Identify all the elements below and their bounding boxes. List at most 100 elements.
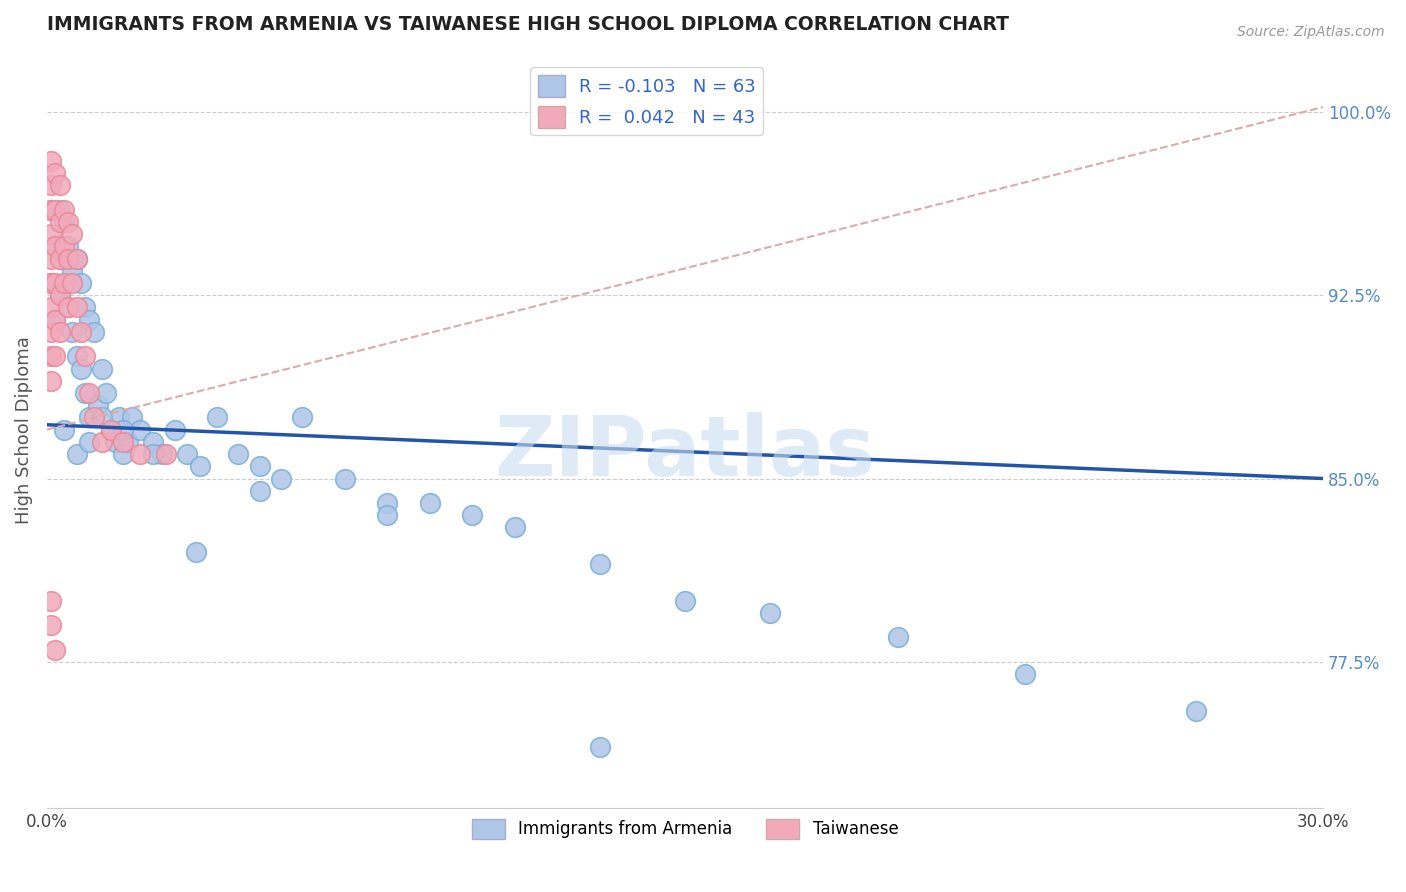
Point (79, 312, 101, 326)
Point (75, 301, 97, 315)
Point (150, 447, 173, 461)
Point (48, 252, 70, 266)
Point (48, 288, 70, 302)
Point (44, 312, 66, 326)
Point (62, 276, 84, 290)
Point (1014, 667, 1036, 681)
Point (44, 642, 66, 657)
Point (461, 508, 484, 523)
Point (104, 434, 127, 449)
Point (56, 301, 79, 315)
Point (62, 325, 84, 339)
Point (142, 447, 165, 461)
Point (87, 398, 110, 412)
Point (39, 618, 62, 632)
Point (52, 423, 75, 437)
Point (39, 202, 62, 217)
Point (44, 166, 66, 180)
Point (39, 301, 62, 315)
Point (117, 434, 139, 449)
Point (52, 202, 75, 217)
Point (589, 557, 612, 571)
Point (112, 447, 135, 461)
Point (333, 471, 356, 485)
Point (91, 434, 114, 449)
Point (56, 239, 79, 253)
Point (44, 239, 66, 253)
Point (91, 361, 114, 376)
Point (48, 215, 70, 229)
Point (419, 496, 441, 510)
Point (62, 227, 84, 241)
Point (121, 410, 143, 425)
Point (759, 606, 782, 620)
Text: ZIPatlas: ZIPatlas (495, 412, 876, 493)
Point (142, 434, 165, 449)
Point (39, 374, 62, 388)
Point (589, 740, 612, 755)
Point (70, 325, 93, 339)
Legend: Immigrants from Armenia, Taiwanese: Immigrants from Armenia, Taiwanese (465, 812, 905, 846)
Point (48, 325, 70, 339)
Point (52, 239, 75, 253)
Point (108, 410, 131, 425)
Point (52, 276, 75, 290)
Y-axis label: High School Diploma: High School Diploma (15, 335, 32, 524)
Point (39, 252, 62, 266)
Point (249, 483, 271, 498)
Text: Source: ZipAtlas.com: Source: ZipAtlas.com (1237, 25, 1385, 39)
Point (83, 325, 105, 339)
Point (188, 459, 211, 474)
Point (79, 410, 101, 425)
Point (48, 178, 70, 193)
Point (39, 153, 62, 168)
Point (249, 459, 271, 474)
Point (66, 301, 89, 315)
Point (44, 349, 66, 363)
Point (44, 239, 66, 253)
Point (75, 386, 97, 401)
Point (66, 252, 89, 266)
Point (129, 447, 152, 461)
Point (52, 276, 75, 290)
Point (39, 276, 62, 290)
Point (66, 349, 89, 363)
Point (66, 252, 89, 266)
Point (48, 252, 70, 266)
Point (70, 276, 93, 290)
Point (48, 288, 70, 302)
Point (270, 471, 292, 485)
Point (39, 178, 62, 193)
Point (184, 545, 207, 559)
Point (44, 276, 66, 290)
Point (39, 593, 62, 607)
Point (39, 276, 62, 290)
Point (176, 447, 198, 461)
Point (83, 410, 105, 425)
Text: IMMIGRANTS FROM ARMENIA VS TAIWANESE HIGH SCHOOL DIPLOMA CORRELATION CHART: IMMIGRANTS FROM ARMENIA VS TAIWANESE HIG… (46, 15, 1010, 34)
Point (155, 447, 177, 461)
Point (79, 386, 101, 401)
Point (375, 496, 398, 510)
Point (886, 631, 908, 645)
Point (66, 447, 89, 461)
Point (1184, 704, 1206, 718)
Point (112, 423, 135, 437)
Point (62, 264, 84, 278)
Point (56, 301, 79, 315)
Point (205, 410, 228, 425)
Point (100, 423, 122, 437)
Point (291, 410, 314, 425)
Point (375, 508, 398, 523)
Point (52, 215, 75, 229)
Point (112, 434, 135, 449)
Point (44, 202, 66, 217)
Point (79, 434, 101, 449)
Point (100, 423, 122, 437)
Point (39, 349, 62, 363)
Point (503, 520, 526, 534)
Point (673, 593, 696, 607)
Point (91, 410, 114, 425)
Point (56, 252, 79, 266)
Point (48, 202, 70, 217)
